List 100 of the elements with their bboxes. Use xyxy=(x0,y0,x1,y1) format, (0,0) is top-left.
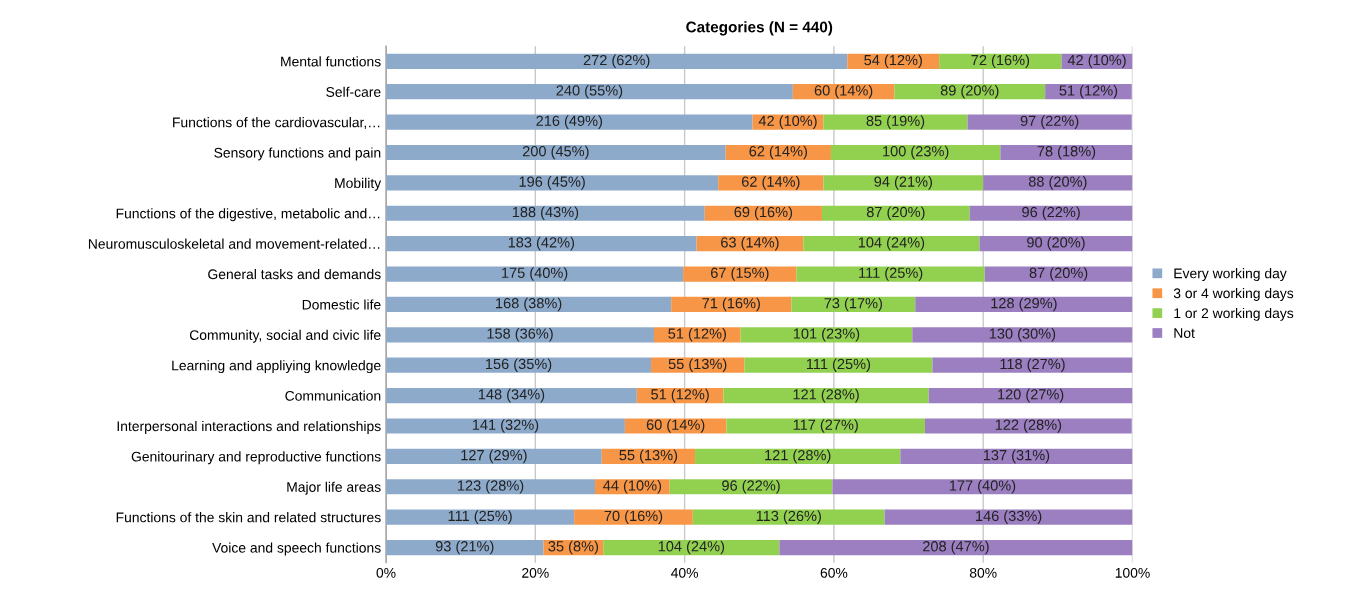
data-label: 122 (28%) xyxy=(995,419,1062,433)
bar xyxy=(386,448,602,464)
data-label: 54 (12%) xyxy=(864,54,922,69)
x-tick-label: 40% xyxy=(671,567,699,578)
data-label: 55 (13%) xyxy=(619,449,678,464)
bar xyxy=(386,144,726,161)
data-label: 51 (12%) xyxy=(651,388,709,403)
data-label: 94 (21%) xyxy=(874,176,933,190)
bar xyxy=(979,236,1133,252)
y-tick-label: Self-care xyxy=(326,86,381,97)
data-label: 93 (21%) xyxy=(435,540,494,555)
data-label: 62 (14%) xyxy=(749,145,807,160)
data-label: 101 (23%) xyxy=(793,328,860,342)
data-label: 111 (25%) xyxy=(806,358,871,372)
bar xyxy=(723,387,929,404)
x-tick-label: 0% xyxy=(376,567,396,578)
bar xyxy=(969,205,1133,221)
bar xyxy=(726,418,925,434)
x-tick-label: 80% xyxy=(969,567,997,578)
y-tick-label: Mental functions xyxy=(281,56,381,67)
bar xyxy=(386,114,753,130)
legend-label: Not xyxy=(1174,328,1195,338)
bar xyxy=(967,114,1132,130)
data-label: 44 (10%) xyxy=(603,479,662,494)
data-label: 63 (14%) xyxy=(721,236,779,251)
bar xyxy=(779,539,1133,556)
bar xyxy=(386,418,625,434)
data-label: 111 (25%) xyxy=(448,510,512,524)
data-label: 78 (18%) xyxy=(1037,145,1096,160)
bar xyxy=(386,296,672,313)
bar xyxy=(386,53,848,69)
data-label: 130 (30%) xyxy=(989,328,1056,342)
bar xyxy=(744,357,933,373)
bar xyxy=(695,448,901,464)
data-label: 73 (17%) xyxy=(824,297,882,312)
data-label: 69 (16%) xyxy=(734,206,793,221)
bar xyxy=(386,84,793,100)
bar xyxy=(386,266,684,282)
bar xyxy=(823,175,984,191)
data-label: 123 (28%) xyxy=(457,479,524,494)
data-label: 146 (33%) xyxy=(976,510,1042,524)
data-label: 168 (38%) xyxy=(496,297,562,312)
data-label: 272 (62%) xyxy=(583,54,650,69)
data-label: 188 (43%) xyxy=(512,206,579,221)
data-label: 196 (45%) xyxy=(519,176,585,190)
bar xyxy=(692,509,885,525)
bar xyxy=(386,357,652,373)
data-label: 240 (55%) xyxy=(556,84,623,99)
data-label: 89 (20%) xyxy=(940,84,999,99)
bar xyxy=(386,509,575,525)
bar xyxy=(894,84,1046,100)
y-tick-label: General tasks and demands xyxy=(208,269,381,280)
bar xyxy=(574,509,693,525)
bar xyxy=(832,479,1133,495)
data-label: 137 (31%) xyxy=(983,449,1050,464)
bar xyxy=(386,236,697,252)
y-tick-label: Functions of the cardiovascular,… xyxy=(173,117,380,129)
bar xyxy=(884,509,1133,525)
y-tick-label: Major life areas xyxy=(287,481,381,495)
legend-label: 3 or 4 working days xyxy=(1173,288,1294,301)
legend-label: 1 or 2 working days xyxy=(1174,307,1294,321)
data-label: 148 (34%) xyxy=(478,388,545,403)
data-label: 118 (27%) xyxy=(1000,358,1065,372)
data-label: 71 (16%) xyxy=(702,297,760,312)
bar xyxy=(823,114,968,130)
data-label: 55 (13%) xyxy=(668,358,727,372)
data-label: 60 (14%) xyxy=(646,419,705,433)
y-tick-label: Genitourinary and reproductive functions xyxy=(131,451,381,465)
data-label: 158 (36%) xyxy=(487,328,553,342)
data-label: 216 (49%) xyxy=(536,115,603,129)
bar xyxy=(900,448,1133,464)
data-label: 156 (35%) xyxy=(485,358,552,372)
data-label: 200 (45%) xyxy=(522,145,589,160)
data-label: 88 (20%) xyxy=(1028,176,1087,190)
bar xyxy=(386,539,544,556)
data-label: 96 (22%) xyxy=(722,479,780,494)
bar xyxy=(683,266,797,282)
bar xyxy=(915,296,1133,313)
bar xyxy=(912,327,1133,343)
data-label: 51 (12%) xyxy=(668,328,726,342)
data-label: 175 (40%) xyxy=(502,267,568,281)
bar xyxy=(386,479,596,495)
data-label: 90 (20%) xyxy=(1027,236,1085,251)
bar xyxy=(821,205,970,221)
y-tick-label: Mobility xyxy=(335,177,382,191)
bar xyxy=(932,357,1133,373)
data-label: 42 (10%) xyxy=(758,115,817,129)
bar xyxy=(386,327,654,343)
data-label: 111 (25%) xyxy=(859,267,923,281)
data-label: 87 (20%) xyxy=(866,206,925,221)
bar xyxy=(386,205,705,221)
y-tick-label: Functions of the skin and related structures xyxy=(116,512,381,523)
data-label: 60 (14%) xyxy=(814,84,873,99)
data-label: 87 (20%) xyxy=(1029,267,1088,281)
bar xyxy=(791,296,916,313)
data-label: 51 (12%) xyxy=(1059,84,1118,99)
bar xyxy=(830,144,1001,161)
chart-title: Categories (N = 440) xyxy=(686,21,833,36)
bar xyxy=(984,266,1133,282)
data-label: 120 (27%) xyxy=(998,388,1064,403)
